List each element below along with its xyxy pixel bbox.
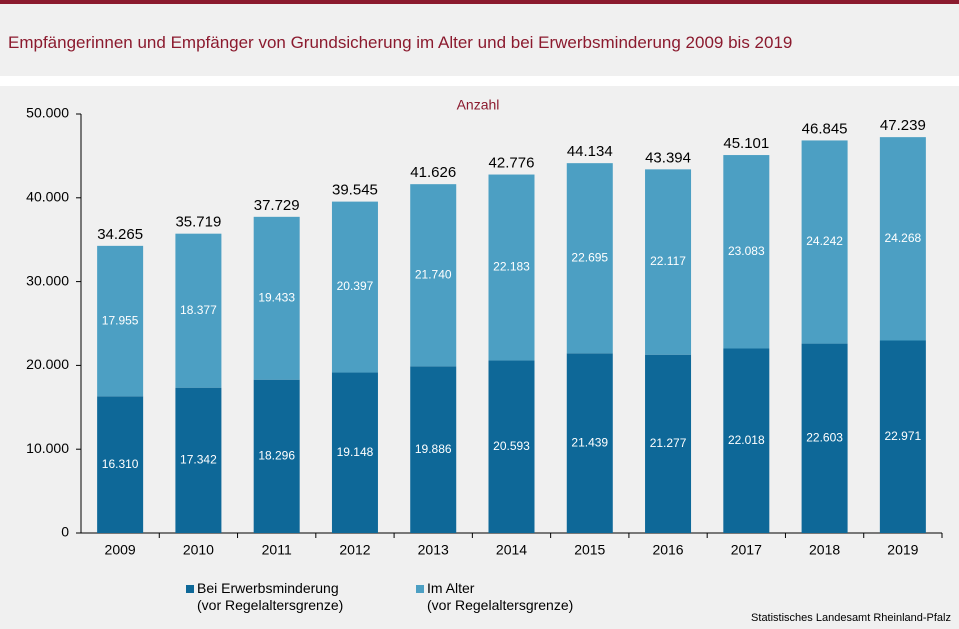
chart-title: Empfängerinnen und Empfänger von Grundsi… (8, 33, 793, 52)
value-label: 22.971 (885, 429, 922, 443)
value-label: 19.433 (258, 290, 295, 304)
top-bar (0, 0, 959, 4)
x-tick-label: 2012 (339, 542, 370, 558)
total-label: 41.626 (410, 164, 456, 181)
bar-segment (253, 379, 300, 533)
total-label: 46.845 (802, 120, 848, 137)
x-tick-label: 2015 (574, 542, 605, 558)
value-label: 21.439 (571, 435, 608, 449)
value-label: 22.695 (571, 250, 608, 264)
bar-segment (723, 348, 770, 533)
bar-segment (97, 245, 144, 397)
bar-segment (723, 155, 770, 349)
x-tick-label: 2014 (496, 542, 527, 558)
value-label: 23.083 (728, 244, 765, 258)
y-tick-label: 20.000 (26, 356, 69, 372)
total-label: 42.776 (489, 155, 535, 172)
title-band (0, 4, 959, 76)
value-label: 17.342 (180, 453, 217, 467)
bar-segment (175, 233, 222, 388)
x-tick-label: 2010 (183, 542, 214, 558)
x-tick-label: 2009 (105, 542, 136, 558)
chart-subtitle: Anzahl (457, 97, 500, 113)
legend-swatch (186, 585, 194, 593)
bar-segment (253, 216, 300, 380)
value-label: 22.603 (806, 430, 843, 444)
total-label: 47.239 (880, 117, 926, 134)
value-label: 20.397 (337, 279, 374, 293)
source: Statistisches Landesamt Rheinland-Pfalz (751, 612, 951, 624)
legend-label: Bei Erwerbsminderung (vor Regelaltersgre… (197, 580, 344, 613)
value-label: 16.310 (102, 457, 139, 471)
bar-segment (97, 396, 144, 533)
value-label: 19.886 (415, 442, 452, 456)
value-label: 19.148 (337, 445, 374, 459)
y-tick-label: 40.000 (26, 189, 69, 205)
value-label: 20.593 (493, 439, 530, 453)
bar-segment (566, 163, 613, 354)
legend-swatch (416, 585, 424, 593)
x-tick-label: 2013 (418, 542, 449, 558)
bar-segment (645, 169, 692, 355)
bar-segment (566, 353, 613, 533)
y-tick-label: 50.000 (26, 105, 69, 121)
value-label: 21.277 (650, 436, 687, 450)
x-tick-label: 2017 (731, 542, 762, 558)
bar-segment (879, 137, 926, 341)
total-label: 34.265 (97, 226, 143, 243)
total-label: 35.719 (175, 214, 221, 231)
bar-segment (879, 340, 926, 533)
total-label: 39.545 (332, 182, 378, 199)
value-label: 22.117 (650, 254, 686, 268)
y-tick-label: 30.000 (26, 272, 69, 288)
chart-panel (0, 86, 959, 629)
x-tick-label: 2016 (652, 542, 683, 558)
value-label: 17.955 (102, 313, 139, 327)
x-tick-label: 2011 (262, 542, 292, 558)
total-label: 45.101 (723, 135, 769, 152)
total-label: 44.134 (567, 143, 613, 160)
bar-segment (410, 184, 457, 367)
bar-segment (801, 140, 848, 344)
bar-segment (331, 372, 378, 533)
value-label: 24.242 (806, 234, 843, 248)
value-label: 22.183 (493, 260, 530, 274)
y-tick-label: 10.000 (26, 440, 69, 456)
value-label: 18.296 (258, 449, 295, 463)
value-label: 21.740 (415, 267, 452, 281)
value-label: 24.268 (885, 231, 922, 245)
bar-segment (175, 387, 222, 533)
total-label: 37.729 (254, 197, 300, 214)
bar-segment (645, 354, 692, 533)
bar-segment (331, 201, 378, 373)
bar-segment (488, 174, 535, 361)
bar-segment (801, 343, 848, 533)
legend-label: Im Alter (vor Regelaltersgrenze) (427, 580, 574, 613)
total-label: 43.394 (645, 149, 691, 166)
bar-segment (488, 360, 535, 533)
y-tick-label: 0 (61, 524, 69, 540)
x-tick-label: 2019 (887, 542, 918, 558)
bar-segment (410, 366, 457, 533)
value-label: 18.377 (180, 303, 217, 317)
x-tick-label: 2018 (809, 542, 840, 558)
value-label: 22.018 (728, 433, 765, 447)
